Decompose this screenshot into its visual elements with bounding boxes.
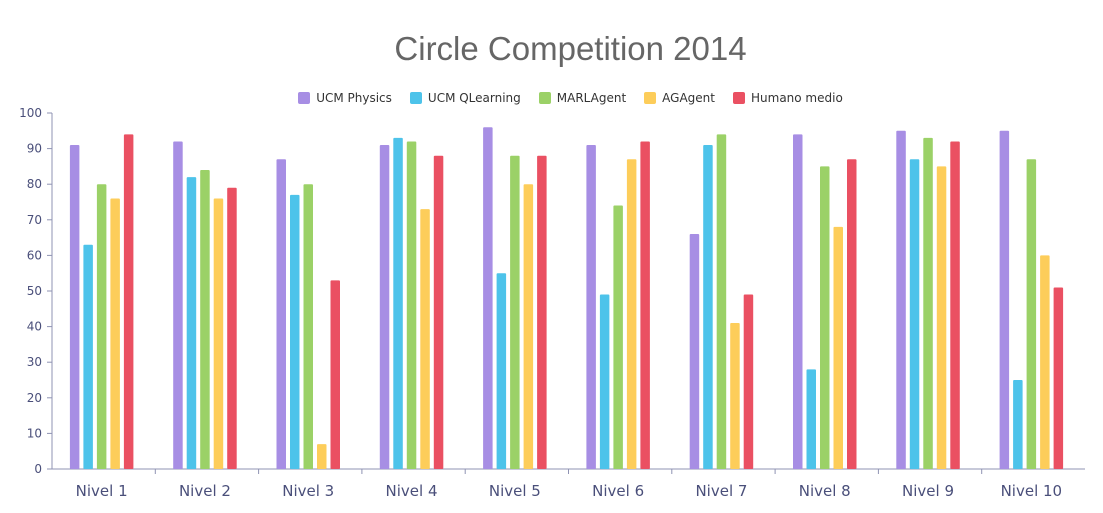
- legend-label: Humano medio: [751, 91, 843, 105]
- bar: [290, 194, 300, 469]
- bar: [406, 141, 417, 470]
- x-tick-label: Nivel 2: [179, 482, 231, 500]
- bar: [496, 273, 507, 469]
- y-tick-label: 60: [27, 248, 42, 262]
- bar: [626, 159, 637, 469]
- y-tick-label: 10: [27, 426, 42, 440]
- bar: [200, 169, 210, 469]
- bar: [806, 369, 816, 469]
- legend-label: UCM QLearning: [427, 91, 521, 105]
- legend-item[interactable]: UCM QLearning: [409, 91, 521, 105]
- legend-label: AGAgent: [662, 91, 715, 105]
- x-tick-label: Nivel 8: [799, 482, 851, 500]
- legend-swatch: [538, 92, 551, 104]
- x-tick-label: Nivel 5: [489, 482, 541, 500]
- bar: [923, 137, 933, 470]
- bar: [303, 184, 313, 469]
- bar: [483, 127, 493, 470]
- y-tick-label: 90: [27, 142, 42, 156]
- bar: [936, 166, 947, 469]
- bar: [820, 166, 830, 469]
- bar: [1053, 287, 1064, 469]
- legend: UCM Physics UCM QLearning MARLAgent AGAgent…: [0, 91, 1103, 105]
- x-tick-label: Nivel 9: [902, 482, 954, 500]
- legend-label: MARLAgent: [556, 91, 627, 105]
- x-tick-label: Nivel 6: [592, 482, 644, 500]
- chart-title: Circle Competition 2014: [394, 30, 747, 67]
- bar: [743, 294, 754, 469]
- bar: [999, 130, 1010, 470]
- bar: [1013, 380, 1023, 469]
- bar: [1026, 159, 1037, 469]
- bar: [640, 141, 650, 470]
- legend-item[interactable]: Humano medio: [733, 91, 843, 105]
- bar: [586, 145, 596, 470]
- legend-item[interactable]: AGAgent: [644, 91, 715, 105]
- y-tick-label: 50: [27, 284, 42, 298]
- bar: [950, 141, 960, 470]
- x-tick-label: Nivel 1: [76, 482, 128, 500]
- bar: [793, 134, 803, 470]
- bar: [96, 184, 107, 469]
- y-tick-label: 100: [19, 106, 42, 120]
- bar: [379, 145, 390, 470]
- x-tick-label: Nivel 4: [386, 482, 438, 500]
- bar: [703, 145, 713, 470]
- bar: [317, 444, 327, 469]
- y-tick-label: 0: [34, 462, 42, 476]
- bar: [689, 234, 700, 469]
- y-tick-label: 20: [27, 391, 42, 405]
- y-tick-label: 40: [27, 320, 42, 334]
- bar: [110, 198, 120, 469]
- bar: [599, 294, 610, 469]
- bar: [833, 226, 843, 469]
- x-tick-label: Nivel 7: [695, 482, 747, 500]
- legend-label: UCM Physics: [316, 91, 392, 105]
- bar: [523, 184, 534, 469]
- y-tick-label: 70: [27, 213, 42, 227]
- bar: [730, 323, 740, 469]
- bar: [896, 130, 906, 470]
- legend-swatch: [644, 92, 657, 104]
- bar: [173, 141, 183, 470]
- legend-item[interactable]: UCM Physics: [298, 91, 392, 105]
- bar: [393, 137, 403, 470]
- bar: [213, 198, 224, 469]
- x-tick-label: Nivel 10: [1001, 482, 1063, 500]
- bar: [83, 244, 93, 469]
- bar: [909, 159, 920, 469]
- bar: [537, 155, 547, 469]
- y-tick-label: 80: [27, 177, 42, 191]
- bar: [227, 187, 237, 469]
- bar: [510, 155, 520, 469]
- bar: [330, 280, 340, 469]
- bar: [1040, 255, 1050, 469]
- legend-swatch: [409, 92, 422, 104]
- bar: [276, 159, 286, 469]
- legend-item[interactable]: MARLAgent: [538, 91, 627, 105]
- x-tick-label: Nivel 3: [282, 482, 334, 500]
- bar: [123, 134, 134, 470]
- bar: [186, 177, 197, 469]
- bar: [613, 205, 623, 469]
- legend-swatch: [298, 92, 311, 104]
- y-tick-label: 30: [27, 355, 42, 369]
- bar: [847, 159, 857, 469]
- bar: [69, 145, 80, 470]
- bar: [433, 155, 444, 469]
- bar: [716, 134, 727, 470]
- bar: [420, 209, 430, 469]
- legend-swatch: [733, 92, 745, 104]
